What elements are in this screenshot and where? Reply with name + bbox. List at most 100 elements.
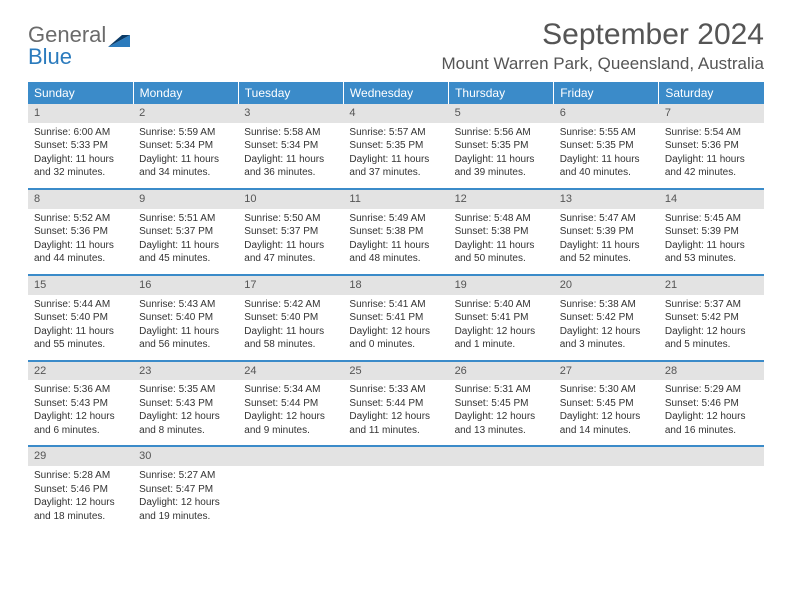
sunset-text: Sunset: 5:34 PM: [139, 139, 232, 153]
day-body: [659, 466, 764, 516]
day-number: 16: [133, 276, 238, 295]
daylight-text-2: and 3 minutes.: [560, 338, 653, 352]
day-number: 9: [133, 190, 238, 209]
day-number: 7: [659, 104, 764, 123]
day-cell: 20Sunrise: 5:38 AMSunset: 5:42 PMDayligh…: [554, 275, 659, 361]
day-cell: 12Sunrise: 5:48 AMSunset: 5:38 PMDayligh…: [449, 189, 554, 275]
day-cell: 24Sunrise: 5:34 AMSunset: 5:44 PMDayligh…: [238, 361, 343, 447]
day-number: 21: [659, 276, 764, 295]
day-body: Sunrise: 5:45 AMSunset: 5:39 PMDaylight:…: [659, 209, 764, 274]
daylight-text-1: Daylight: 12 hours: [139, 496, 232, 510]
sunrise-text: Sunrise: 5:58 AM: [244, 126, 337, 140]
day-body: Sunrise: 5:33 AMSunset: 5:44 PMDaylight:…: [343, 380, 448, 445]
sunrise-text: Sunrise: 5:33 AM: [349, 383, 442, 397]
sunset-text: Sunset: 5:39 PM: [560, 225, 653, 239]
week-row: 15Sunrise: 5:44 AMSunset: 5:40 PMDayligh…: [28, 275, 764, 361]
calendar-page: General Blue September 2024 Mount Warren…: [0, 0, 792, 531]
day-cell: 11Sunrise: 5:49 AMSunset: 5:38 PMDayligh…: [343, 189, 448, 275]
daylight-text-2: and 34 minutes.: [139, 166, 232, 180]
empty-cell: [238, 446, 343, 531]
sunset-text: Sunset: 5:45 PM: [455, 397, 548, 411]
daylight-text-2: and 18 minutes.: [34, 510, 127, 524]
day-number: 19: [449, 276, 554, 295]
day-cell: 16Sunrise: 5:43 AMSunset: 5:40 PMDayligh…: [133, 275, 238, 361]
sunset-text: Sunset: 5:46 PM: [665, 397, 758, 411]
daylight-text-2: and 1 minute.: [455, 338, 548, 352]
sunrise-text: Sunrise: 6:00 AM: [34, 126, 127, 140]
daylight-text-1: Daylight: 12 hours: [34, 496, 127, 510]
day-cell: 19Sunrise: 5:40 AMSunset: 5:41 PMDayligh…: [449, 275, 554, 361]
sunset-text: Sunset: 5:40 PM: [244, 311, 337, 325]
day-number: 10: [238, 190, 343, 209]
day-cell: 21Sunrise: 5:37 AMSunset: 5:42 PMDayligh…: [659, 275, 764, 361]
day-number: 14: [659, 190, 764, 209]
daylight-text-2: and 52 minutes.: [560, 252, 653, 266]
day-cell: 4Sunrise: 5:57 AMSunset: 5:35 PMDaylight…: [343, 104, 448, 189]
daylight-text-1: Daylight: 11 hours: [34, 325, 127, 339]
day-cell: 1Sunrise: 6:00 AMSunset: 5:33 PMDaylight…: [28, 104, 133, 189]
day-number: 6: [554, 104, 659, 123]
day-body: Sunrise: 5:42 AMSunset: 5:40 PMDaylight:…: [238, 295, 343, 360]
day-cell: 23Sunrise: 5:35 AMSunset: 5:43 PMDayligh…: [133, 361, 238, 447]
sunset-text: Sunset: 5:35 PM: [349, 139, 442, 153]
day-number: 17: [238, 276, 343, 295]
day-body: Sunrise: 5:28 AMSunset: 5:46 PMDaylight:…: [28, 466, 133, 531]
day-cell: 10Sunrise: 5:50 AMSunset: 5:37 PMDayligh…: [238, 189, 343, 275]
day-body: Sunrise: 5:49 AMSunset: 5:38 PMDaylight:…: [343, 209, 448, 274]
sunrise-text: Sunrise: 5:47 AM: [560, 212, 653, 226]
daylight-text-2: and 47 minutes.: [244, 252, 337, 266]
day-body: Sunrise: 5:44 AMSunset: 5:40 PMDaylight:…: [28, 295, 133, 360]
sunrise-text: Sunrise: 5:50 AM: [244, 212, 337, 226]
sunset-text: Sunset: 5:43 PM: [139, 397, 232, 411]
daylight-text-2: and 48 minutes.: [349, 252, 442, 266]
daylight-text-2: and 55 minutes.: [34, 338, 127, 352]
sunset-text: Sunset: 5:40 PM: [139, 311, 232, 325]
daylight-text-1: Daylight: 11 hours: [560, 153, 653, 167]
daylight-text-1: Daylight: 11 hours: [34, 239, 127, 253]
sunset-text: Sunset: 5:45 PM: [560, 397, 653, 411]
daylight-text-1: Daylight: 11 hours: [665, 239, 758, 253]
month-title: September 2024: [441, 18, 764, 52]
day-cell: 22Sunrise: 5:36 AMSunset: 5:43 PMDayligh…: [28, 361, 133, 447]
day-number: 15: [28, 276, 133, 295]
day-number: 4: [343, 104, 448, 123]
weekday-header: Thursday: [449, 82, 554, 104]
daylight-text-2: and 5 minutes.: [665, 338, 758, 352]
calendar-body: 1Sunrise: 6:00 AMSunset: 5:33 PMDaylight…: [28, 104, 764, 531]
day-number: [449, 447, 554, 466]
day-body: Sunrise: 5:36 AMSunset: 5:43 PMDaylight:…: [28, 380, 133, 445]
sunrise-text: Sunrise: 5:30 AM: [560, 383, 653, 397]
day-cell: 14Sunrise: 5:45 AMSunset: 5:39 PMDayligh…: [659, 189, 764, 275]
daylight-text-1: Daylight: 12 hours: [560, 410, 653, 424]
day-cell: 9Sunrise: 5:51 AMSunset: 5:37 PMDaylight…: [133, 189, 238, 275]
daylight-text-1: Daylight: 11 hours: [349, 153, 442, 167]
day-body: Sunrise: 5:58 AMSunset: 5:34 PMDaylight:…: [238, 123, 343, 188]
daylight-text-2: and 11 minutes.: [349, 424, 442, 438]
empty-cell: [449, 446, 554, 531]
daylight-text-1: Daylight: 12 hours: [34, 410, 127, 424]
location: Mount Warren Park, Queensland, Australia: [441, 54, 764, 74]
header: General Blue September 2024 Mount Warren…: [28, 18, 764, 74]
sunrise-text: Sunrise: 5:34 AM: [244, 383, 337, 397]
daylight-text-2: and 9 minutes.: [244, 424, 337, 438]
day-cell: 28Sunrise: 5:29 AMSunset: 5:46 PMDayligh…: [659, 361, 764, 447]
day-body: Sunrise: 5:35 AMSunset: 5:43 PMDaylight:…: [133, 380, 238, 445]
day-body: Sunrise: 5:27 AMSunset: 5:47 PMDaylight:…: [133, 466, 238, 531]
daylight-text-2: and 56 minutes.: [139, 338, 232, 352]
daylight-text-1: Daylight: 11 hours: [244, 153, 337, 167]
daylight-text-1: Daylight: 11 hours: [244, 325, 337, 339]
daylight-text-1: Daylight: 12 hours: [244, 410, 337, 424]
day-body: Sunrise: 5:52 AMSunset: 5:36 PMDaylight:…: [28, 209, 133, 274]
daylight-text-2: and 0 minutes.: [349, 338, 442, 352]
sunset-text: Sunset: 5:47 PM: [139, 483, 232, 497]
day-number: 22: [28, 362, 133, 381]
daylight-text-1: Daylight: 11 hours: [34, 153, 127, 167]
day-number: 29: [28, 447, 133, 466]
weekday-header: Sunday: [28, 82, 133, 104]
day-number: 30: [133, 447, 238, 466]
day-number: [238, 447, 343, 466]
day-number: [659, 447, 764, 466]
weekday-header: Friday: [554, 82, 659, 104]
day-cell: 6Sunrise: 5:55 AMSunset: 5:35 PMDaylight…: [554, 104, 659, 189]
daylight-text-1: Daylight: 11 hours: [244, 239, 337, 253]
